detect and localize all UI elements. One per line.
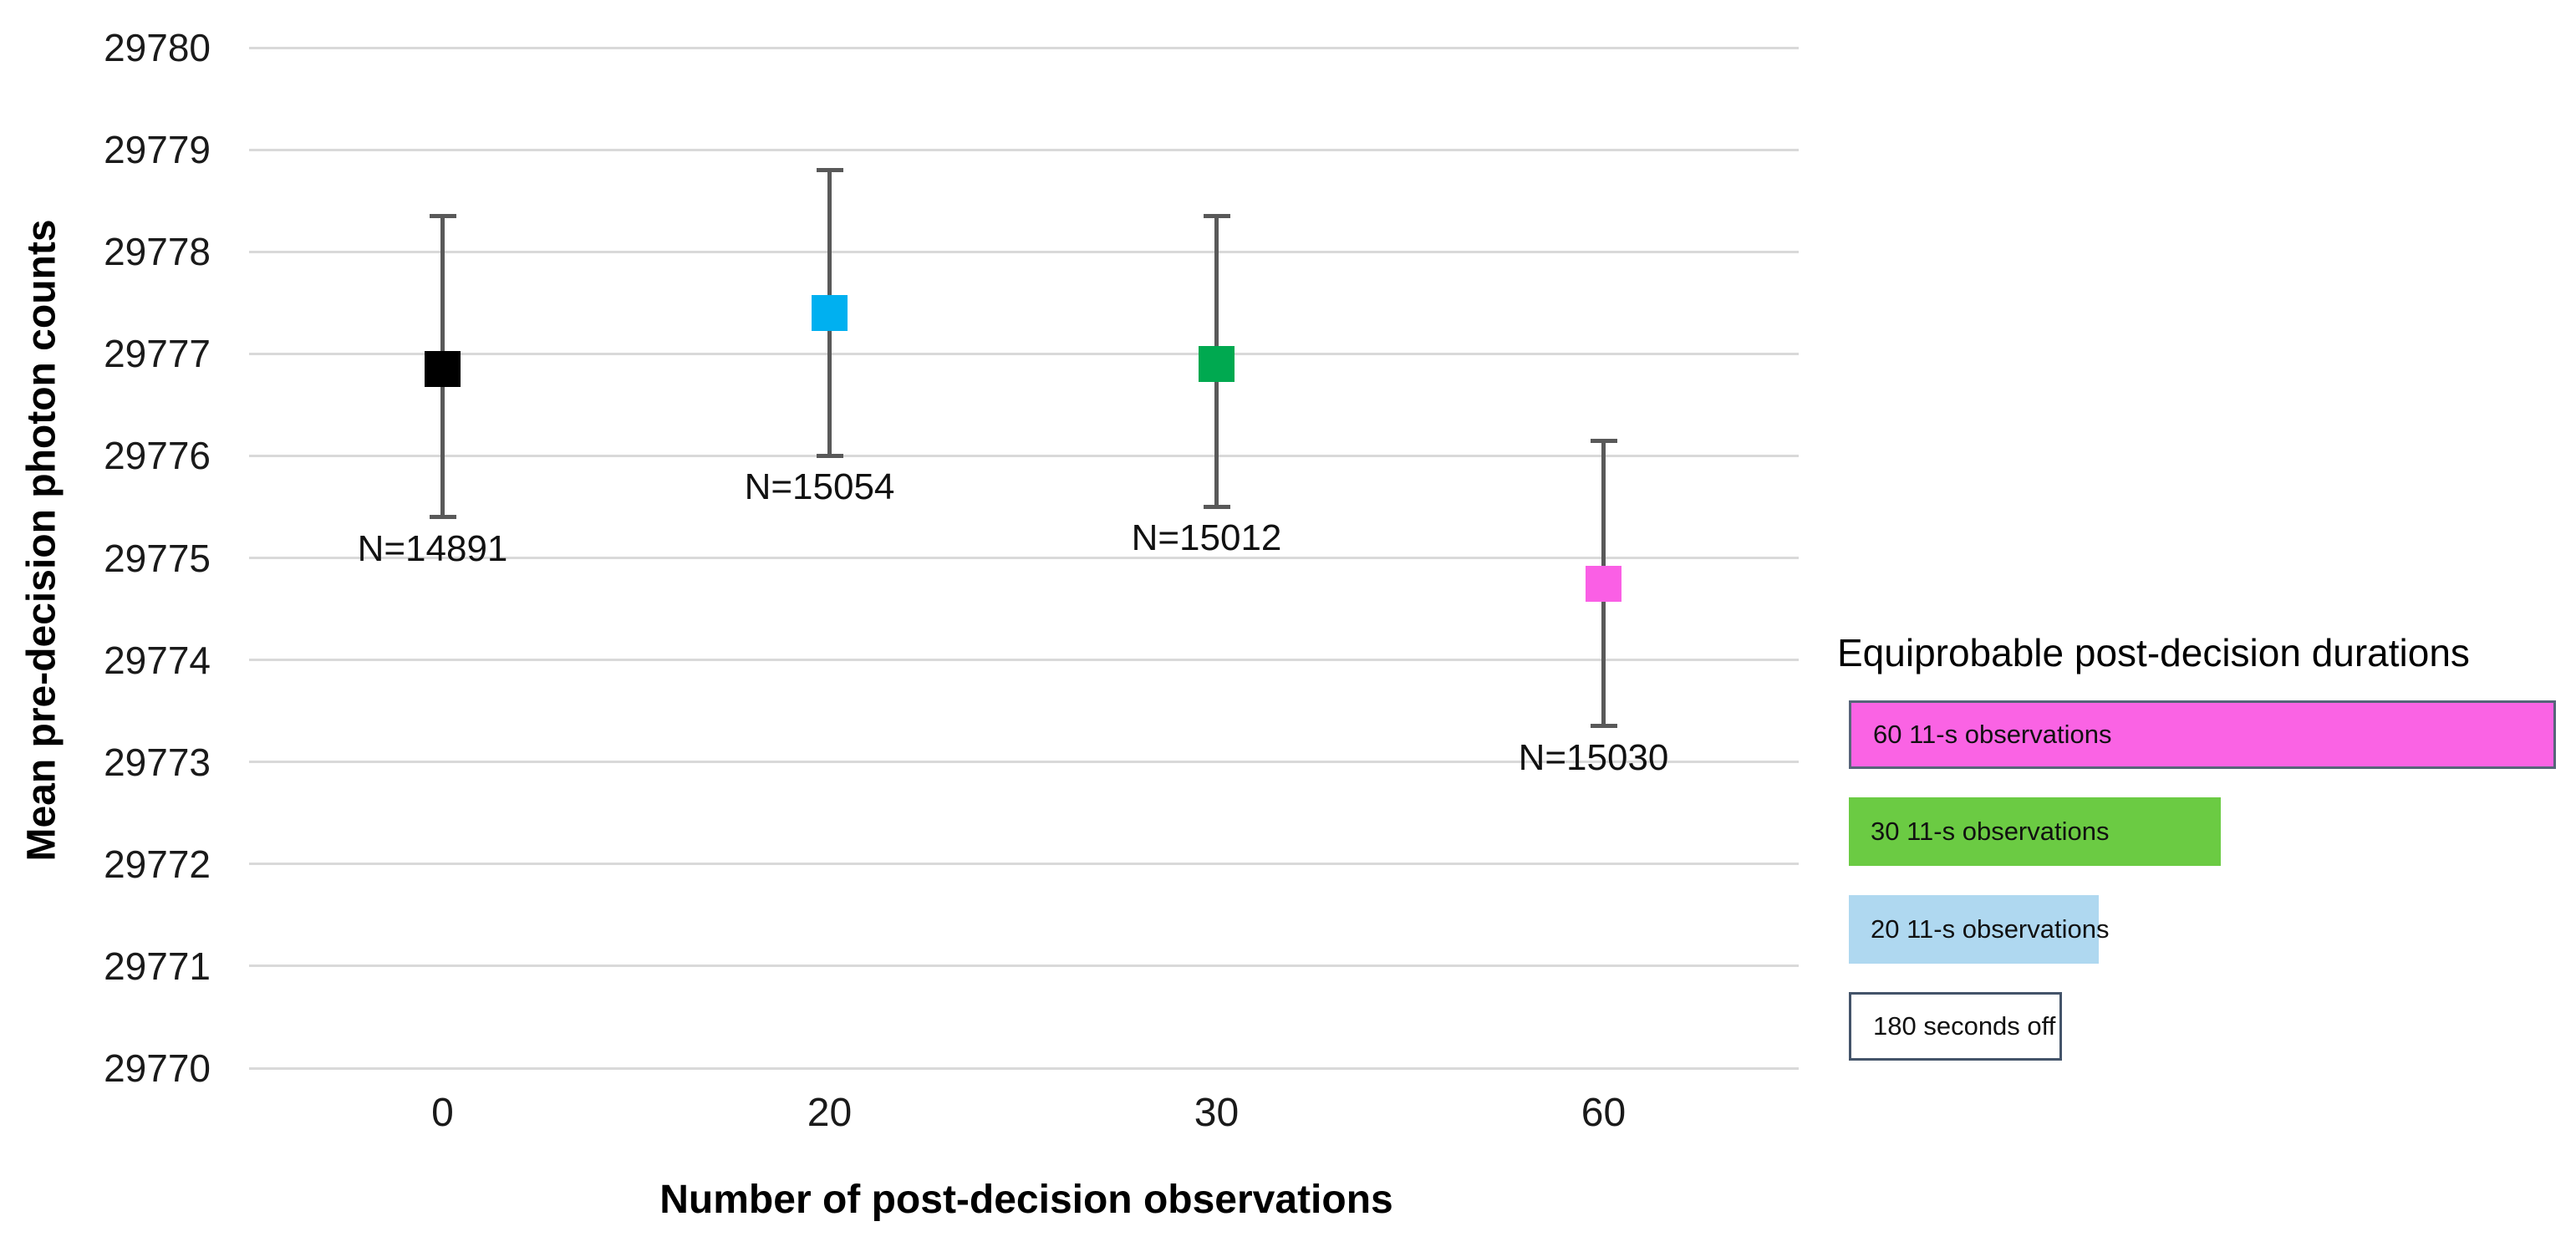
y-tick-label: 29772 (104, 842, 211, 886)
y-gridline (249, 1066, 1799, 1070)
data-point-square (1586, 565, 1621, 602)
error-bar-top-cap (816, 168, 843, 173)
error-bar-top-cap (1590, 438, 1617, 443)
data-point-square (425, 351, 461, 388)
y-gridline (249, 352, 1799, 355)
y-gridline (249, 148, 1799, 151)
x-tick-label: 20 (807, 1091, 853, 1135)
x-axis-title: Number of post-decision observations (659, 1178, 1393, 1222)
y-gridline (249, 46, 1799, 49)
x-tick-label: 30 (1194, 1091, 1240, 1135)
y-gridline (249, 454, 1799, 457)
y-tick-label: 29771 (104, 944, 211, 988)
legend-bar: 180 seconds off (1849, 992, 2062, 1061)
y-tick-label: 29774 (104, 638, 211, 682)
error-bar-bottom-cap (1590, 724, 1617, 729)
y-tick-label: 29773 (104, 740, 211, 784)
x-tick-label: 60 (1581, 1091, 1627, 1135)
error-bar-bottom-cap (816, 453, 843, 458)
legend-bar-label: 60 11-s observations (1873, 720, 2112, 749)
n-count-label: N=14891 (357, 527, 508, 569)
n-count-label: N=15030 (1518, 736, 1669, 778)
legend-bar: 30 11-s observations (1849, 797, 2221, 866)
legend-bar-label: 180 seconds off (1873, 1011, 2056, 1041)
y-tick-label: 29776 (104, 434, 211, 478)
y-gridline (249, 863, 1799, 866)
error-bar-bottom-cap (1203, 504, 1230, 509)
y-tick-label: 29779 (104, 128, 211, 172)
y-tick-label: 29775 (104, 536, 211, 580)
n-count-label: N=15054 (744, 466, 895, 508)
data-point-square (812, 294, 848, 331)
y-tick-label: 29777 (104, 332, 211, 376)
y-gridline (249, 250, 1799, 253)
y-gridline (249, 659, 1799, 662)
legend-bar: 20 11-s observations (1849, 895, 2109, 964)
legend-title: Equiprobable post-decision durations (1837, 631, 2470, 674)
legend-bar-label: 20 11-s observations (1871, 914, 2110, 944)
y-tick-label: 29780 (104, 26, 211, 69)
y-gridline (249, 557, 1799, 559)
y-gridline (249, 965, 1799, 968)
x-tick-label: 0 (431, 1091, 454, 1135)
n-count-label: N=15012 (1131, 517, 1282, 559)
error-bar-top-cap (429, 213, 456, 218)
error-bar-bottom-cap (429, 515, 456, 520)
legend-bar-label: 30 11-s observations (1871, 817, 2110, 846)
data-point-square (1199, 346, 1235, 382)
legend-bar: 60 11-s observations (1849, 700, 2556, 769)
y-tick-label: 29778 (104, 230, 211, 274)
y-tick-label: 29770 (104, 1046, 211, 1090)
y-gridline (249, 761, 1799, 764)
error-bar-top-cap (1203, 213, 1230, 218)
